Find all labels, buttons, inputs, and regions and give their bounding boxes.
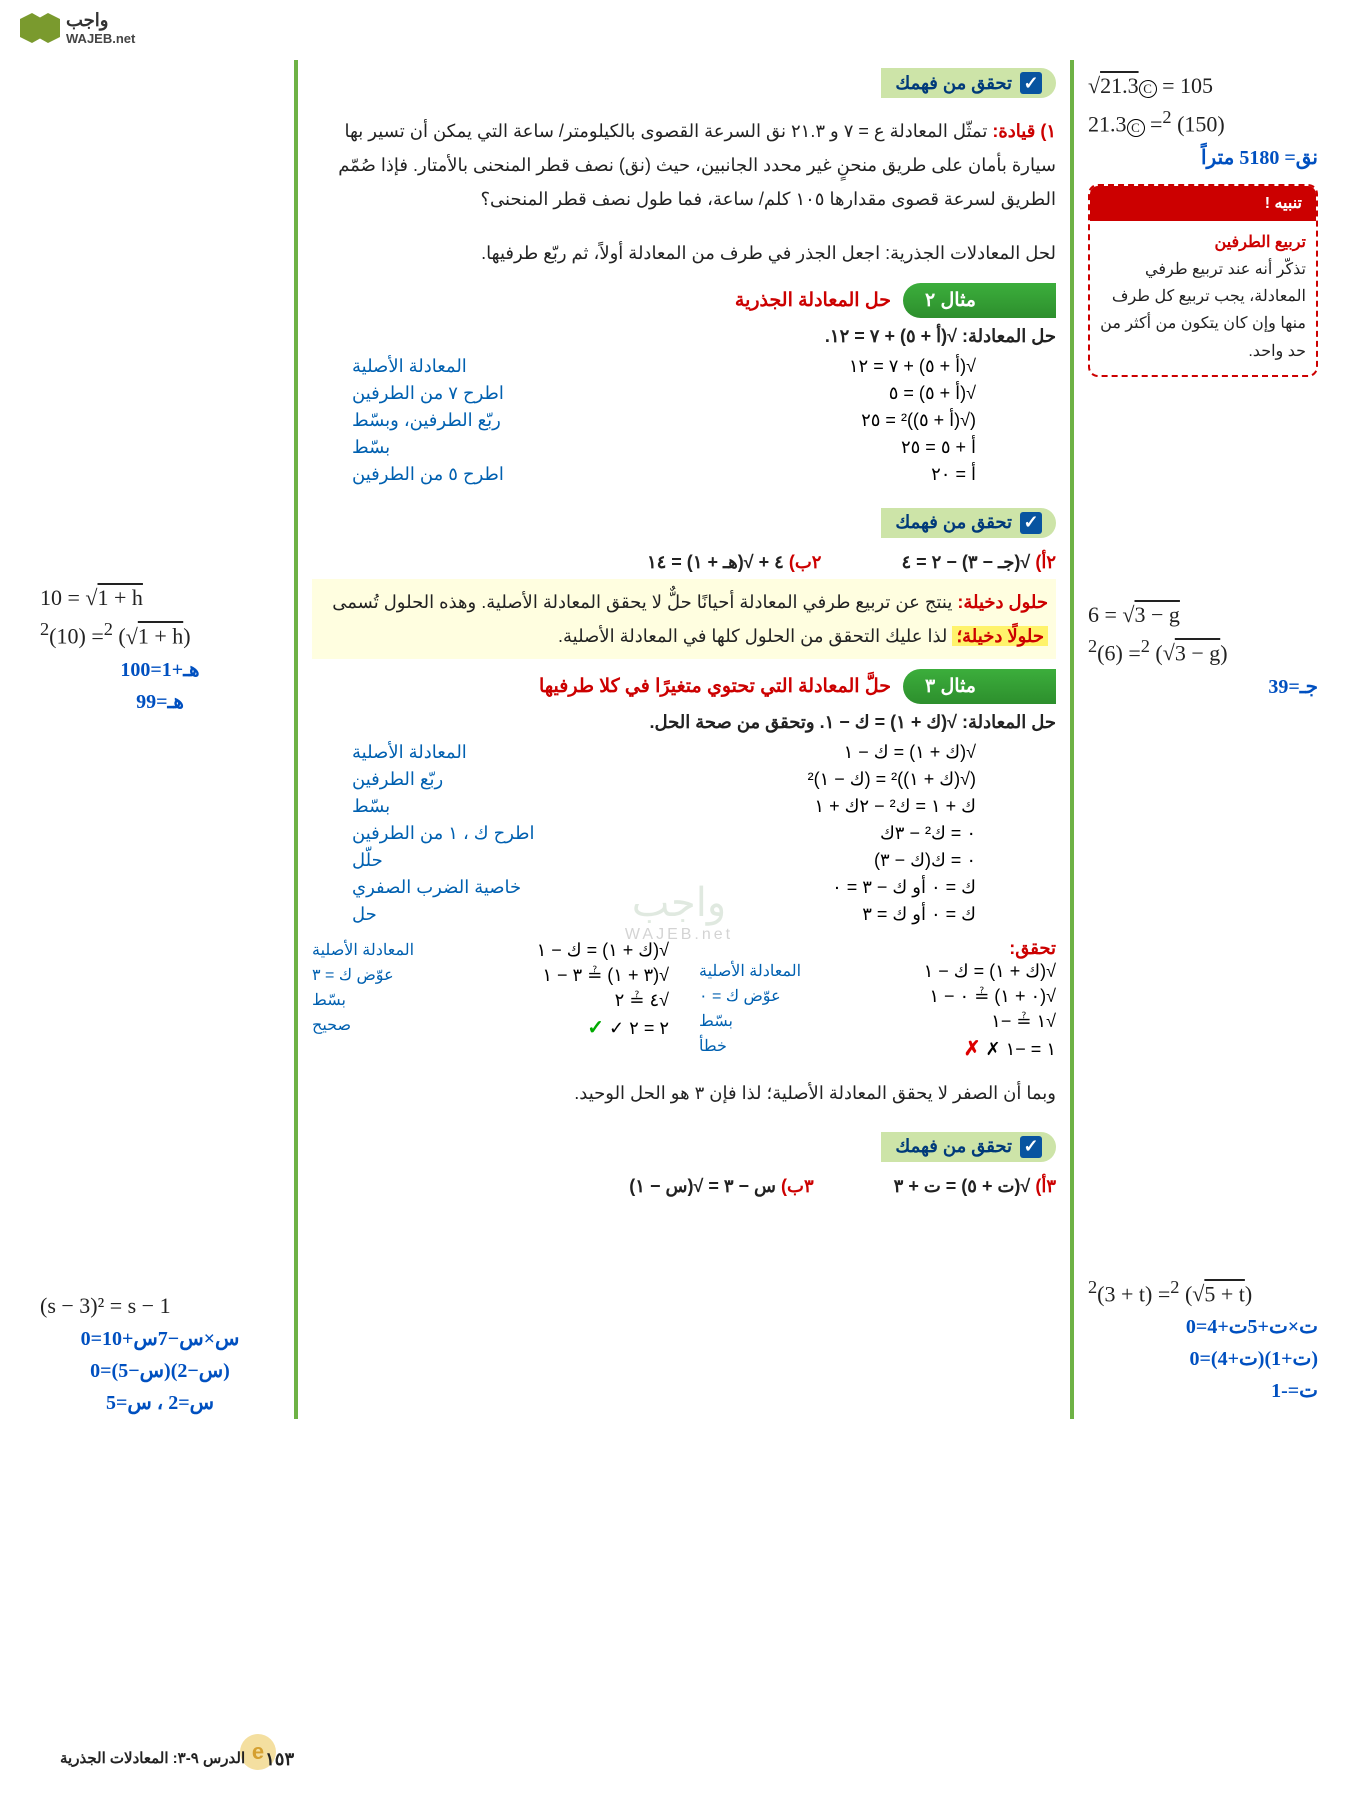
left-sidebar: 10 = 1 + h 2(10) =2 (1 + h) هـ+1=100 هـ=… <box>40 60 280 1419</box>
problem1: ١) قيادة: تمثّل المعادلة ع = ٧ و ٢١.٣ نق… <box>312 114 1056 217</box>
ex3-ribbon: مثال ٣ حلَّ المعادلة التي تحتوي متغيرًا … <box>312 669 1056 704</box>
instruction: لحل المعادلات الجذرية: اجعل الجذر في طرف… <box>312 237 1056 269</box>
ex3-steps: √(ك + ١) = ك − ١المعادلة الأصلية (√(ك + … <box>312 739 1056 928</box>
ex3-conclusion: وبما أن الصفر لا يحقق المعادلة الأصلية؛ … <box>312 1077 1056 1109</box>
check-icon: ✓ <box>1020 512 1042 534</box>
tanbih-body: تذكّر أنه عند تربيع طرفي المعادلة، يجب ت… <box>1100 256 1306 365</box>
problem1-work: 21.3C = 105 21.3C =2 (150) نق= 5180 مترا… <box>1088 68 1318 174</box>
tanbih-sub: تربيع الطرفين <box>1100 229 1306 256</box>
ex2-subchecks: ٢أ) √(جـ − ٣) − ٢ = ٤ ٢ب) ٤ + √(هـ + ١) … <box>312 552 1056 573</box>
ex3-statement: حل المعادلة: √(ك + ١) = ك − ١. وتحقق من … <box>312 712 1056 733</box>
site-logo: واجب WAJEB.net <box>20 10 135 46</box>
ex2-ribbon: مثال ٢ حل المعادلة الجذرية <box>312 283 1056 318</box>
ex3a-work: 2(3 + t) =2 (5 + t) ت×ت+5ت+4=0 (ت+1)(ت+4… <box>1088 1273 1318 1408</box>
check-icon: ✓ <box>1020 1136 1042 1158</box>
ex2-steps: √(أ + ٥) + ٧ = ١٢المعادلة الأصلية √(أ + … <box>312 353 1056 488</box>
tanbih-title: تنبيه ! <box>1090 186 1316 221</box>
check-label: تحقق من فهمك <box>895 73 1012 94</box>
main-column: ✓ تحقق من فهمك ١) قيادة: تمثّل المعادلة … <box>294 60 1074 1419</box>
ex3-label: مثال ٣ <box>903 669 1056 704</box>
check-icon: ✓ <box>1020 72 1042 94</box>
lesson-title: الدرس ٩-٣: المعادلات الجذرية <box>60 1749 245 1770</box>
page-footer: ١٥٣ الدرس ٩-٣: المعادلات الجذرية <box>60 1749 294 1770</box>
ex2a-work: 6 = 3 − g 2(6) =2 (3 − g) جـ=39 <box>1088 597 1318 703</box>
check-header-3: ✓ تحقق من فهمك <box>881 1132 1056 1162</box>
right-sidebar: 21.3C = 105 21.3C =2 (150) نق= 5180 مترا… <box>1088 60 1318 1419</box>
check-label: تحقق من فهمك <box>895 512 1012 533</box>
ex3-title: حلَّ المعادلة التي تحتوي متغيرًا في كلا … <box>539 675 903 698</box>
book-icon <box>20 13 60 43</box>
ex2-label: مثال ٢ <box>903 283 1056 318</box>
extraneous-block: حلول دخيلة: ينتج عن تربيع طرفي المعادلة … <box>312 579 1056 659</box>
logo-en: WAJEB.net <box>66 31 135 46</box>
ex3-verify: تحقق: √(ك + ١) = ك − ١المعادلة الأصلية √… <box>312 938 1056 1063</box>
tanbih-box: تنبيه ! تربيع الطرفين تذكّر أنه عند تربي… <box>1088 184 1318 377</box>
logo-ar: واجب <box>66 10 135 31</box>
ex2b-work: 10 = 1 + h 2(10) =2 (1 + h) هـ+1=100 هـ=… <box>40 580 280 718</box>
ex3-subchecks: ٣أ) √(ت + ٥) = ت + ٣ ٣ب) س − ٣ = √(س − ١… <box>312 1176 1056 1197</box>
ex2-title: حل المعادلة الجذرية <box>735 289 903 312</box>
page-number: ١٥٣ <box>265 1749 294 1770</box>
check-header-1: ✓ تحقق من فهمك <box>881 68 1056 98</box>
p1-text: تمثّل المعادلة ع = ٧ و ٢١.٣ نق السرعة ال… <box>338 121 1056 209</box>
check-header-2: ✓ تحقق من فهمك <box>881 508 1056 538</box>
ex3b-work: (s − 3)² = s − 1 س×س−7س+10=0 (س−2)(س−5)=… <box>40 1288 280 1419</box>
check-label: تحقق من فهمك <box>895 1136 1012 1157</box>
ex2-statement: حل المعادلة: √(أ + ٥) + ٧ = ١٢. <box>312 326 1056 347</box>
p1-label: ١) قيادة: <box>992 121 1056 141</box>
